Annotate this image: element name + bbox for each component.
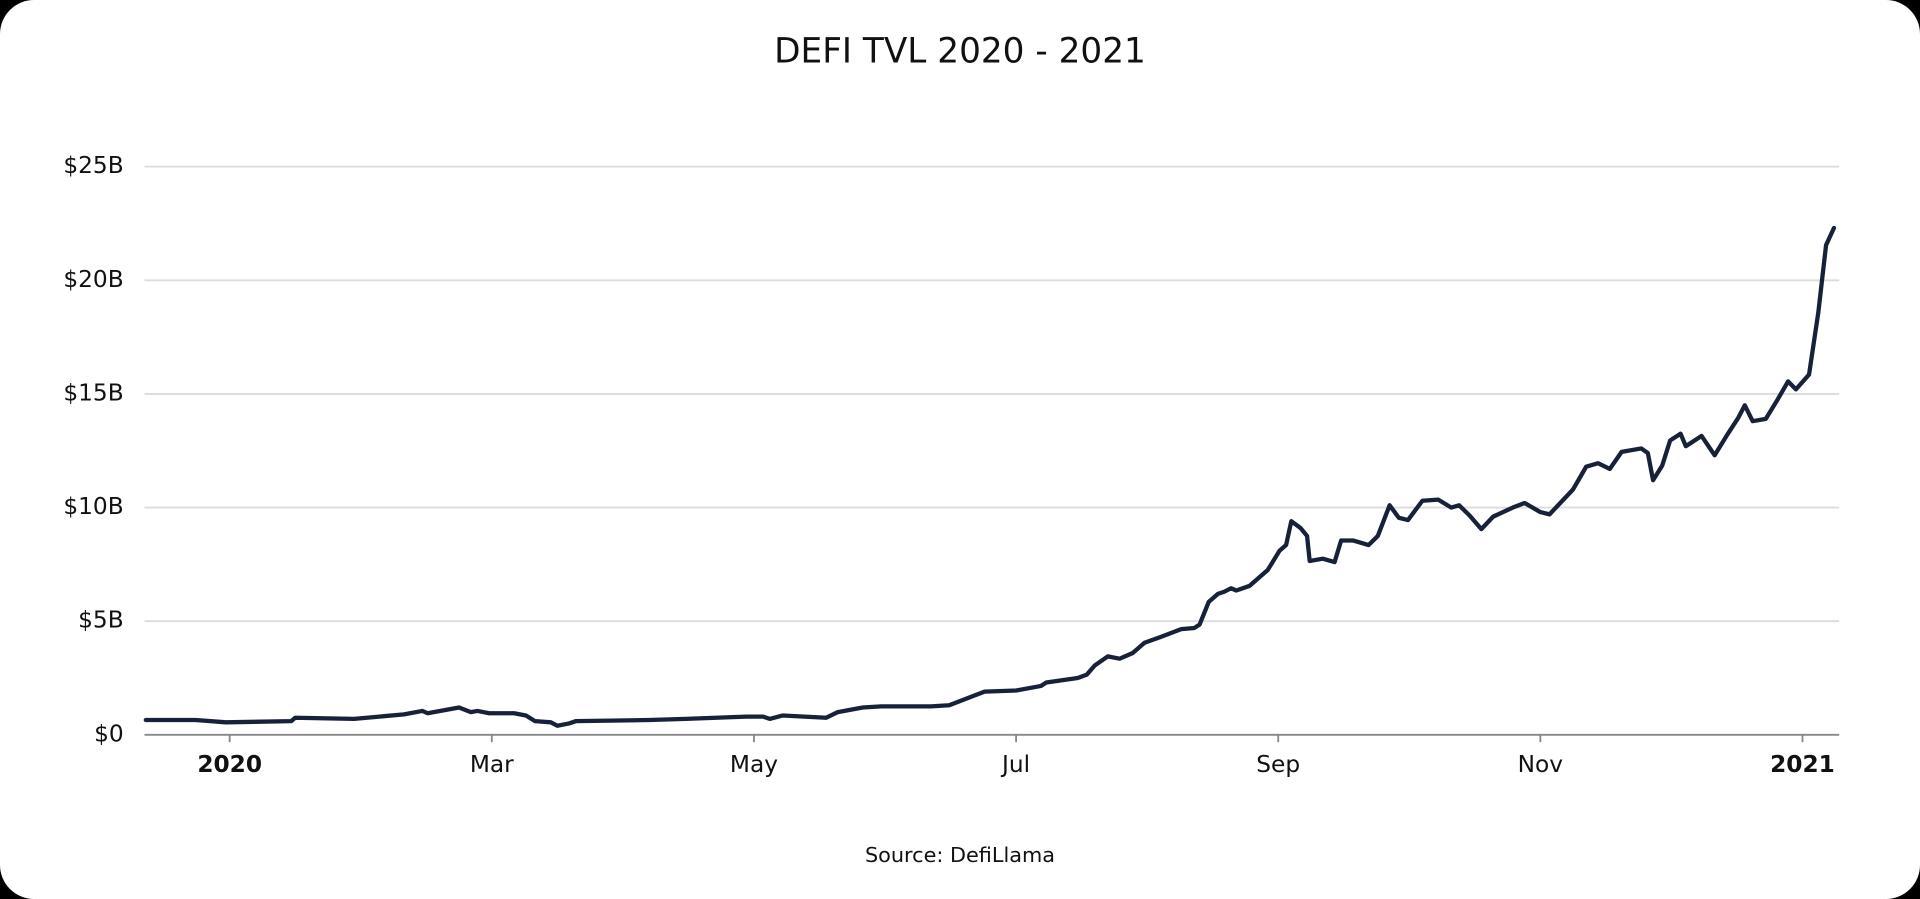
y-tick-label: $25B — [63, 152, 123, 179]
x-tick-label: 2020 — [197, 751, 262, 778]
line-series — [143, 225, 1837, 728]
y-tick-label: $0 — [94, 720, 124, 747]
y-tick-label: $20B — [63, 266, 123, 293]
y-tick-label: $15B — [63, 379, 123, 406]
x-tick-label: 2021 — [1770, 751, 1835, 778]
caption: Source: DefiLlama — [865, 843, 1055, 867]
x-tick-label: May — [730, 751, 778, 778]
x-tick-label: Jul — [1000, 751, 1030, 778]
x-tick-label: Mar — [470, 751, 514, 778]
x-tick-label: Nov — [1518, 751, 1564, 778]
chart-title: DEFI TVL 2020 - 2021 — [774, 31, 1146, 71]
y-tick-label: $5B — [78, 607, 124, 634]
x-tick-label: Sep — [1256, 751, 1300, 778]
y-tick-label: $10B — [63, 493, 123, 520]
